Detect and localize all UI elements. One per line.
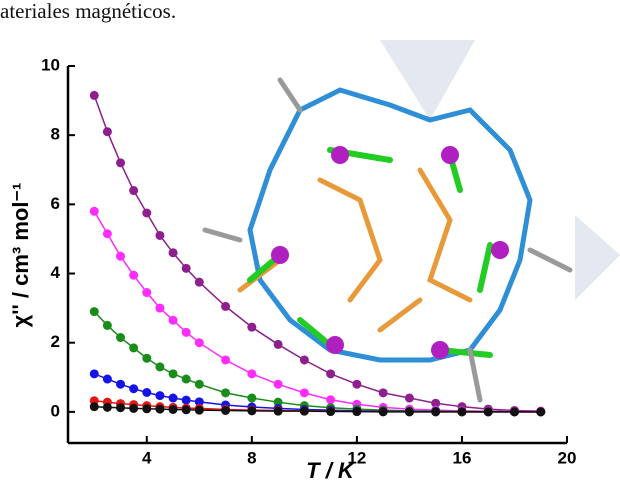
data-point (155, 391, 164, 400)
data-point (169, 369, 178, 378)
data-point (221, 406, 230, 415)
data-point (182, 405, 191, 414)
data-point (116, 380, 125, 389)
data-point (129, 404, 138, 413)
y-tick-label: 10 (41, 55, 60, 74)
y-tick-label: 0 (51, 401, 60, 420)
data-point (116, 333, 125, 342)
data-point (182, 264, 191, 273)
data-point (274, 407, 283, 416)
data-point (274, 380, 283, 389)
data-point (484, 407, 493, 416)
data-point (116, 158, 125, 167)
data-point (142, 208, 151, 217)
heading: ateriales magnéticos. (0, 0, 176, 23)
data-point (103, 375, 112, 384)
data-point (90, 207, 99, 216)
data-point (142, 354, 151, 363)
data-point (247, 369, 256, 378)
data-point (169, 316, 178, 325)
data-point (169, 394, 178, 403)
data-point (103, 403, 112, 412)
data-point (90, 307, 99, 316)
data-point (129, 271, 138, 280)
data-point (142, 388, 151, 397)
data-point (326, 407, 335, 416)
data-point (352, 380, 361, 389)
data-point (195, 380, 204, 389)
plot-area (90, 91, 545, 416)
molecule-illustration (205, 80, 570, 400)
data-point (195, 278, 204, 287)
data-point (155, 231, 164, 240)
data-point (221, 302, 230, 311)
data-point (169, 248, 178, 257)
x-tick-label: 8 (247, 448, 256, 467)
y-axis-title: χ'' / cm³ mol⁻¹ (8, 183, 33, 328)
data-point (300, 407, 309, 416)
data-point (116, 252, 125, 261)
data-point (90, 369, 99, 378)
y-tick-label: 6 (51, 194, 60, 213)
data-point (195, 338, 204, 347)
data-point (536, 407, 545, 416)
x-tick-label: 20 (558, 448, 577, 467)
x-tick-label: 4 (142, 448, 152, 467)
data-point (142, 404, 151, 413)
data-point (155, 362, 164, 371)
data-point (169, 405, 178, 414)
data-point (116, 403, 125, 412)
data-point (155, 304, 164, 313)
data-point (103, 127, 112, 136)
data-point (90, 402, 99, 411)
data-point (247, 323, 256, 332)
x-tick-label: 12 (347, 448, 366, 467)
data-point (247, 394, 256, 403)
data-point (182, 396, 191, 405)
chart: ateriales magnéticos. T / K χ'' / cm³ mo… (0, 0, 620, 497)
data-point (182, 328, 191, 337)
y-tick-label: 4 (51, 263, 61, 282)
data-point (221, 355, 230, 364)
data-point (195, 406, 204, 415)
data-point (221, 388, 230, 397)
data-point (129, 186, 138, 195)
data-point (142, 288, 151, 297)
data-point (379, 407, 388, 416)
data-point (431, 407, 440, 416)
data-point (103, 321, 112, 330)
data-point (457, 407, 466, 416)
data-point (326, 369, 335, 378)
data-point (300, 355, 309, 364)
data-point (103, 229, 112, 238)
data-point (247, 406, 256, 415)
data-point (182, 375, 191, 384)
data-point (405, 407, 414, 416)
y-tick-label: 2 (51, 332, 60, 351)
data-point (405, 394, 414, 403)
bg-shape (575, 215, 620, 300)
y-tick-label: 8 (51, 125, 60, 144)
data-point (510, 407, 519, 416)
data-point (274, 340, 283, 349)
x-tick-label: 16 (452, 448, 471, 467)
data-point (300, 388, 309, 397)
data-point (155, 405, 164, 414)
data-point (129, 384, 138, 393)
data-point (352, 407, 361, 416)
data-point (129, 343, 138, 352)
data-point (379, 388, 388, 397)
data-point (326, 395, 335, 404)
data-point (90, 91, 99, 100)
